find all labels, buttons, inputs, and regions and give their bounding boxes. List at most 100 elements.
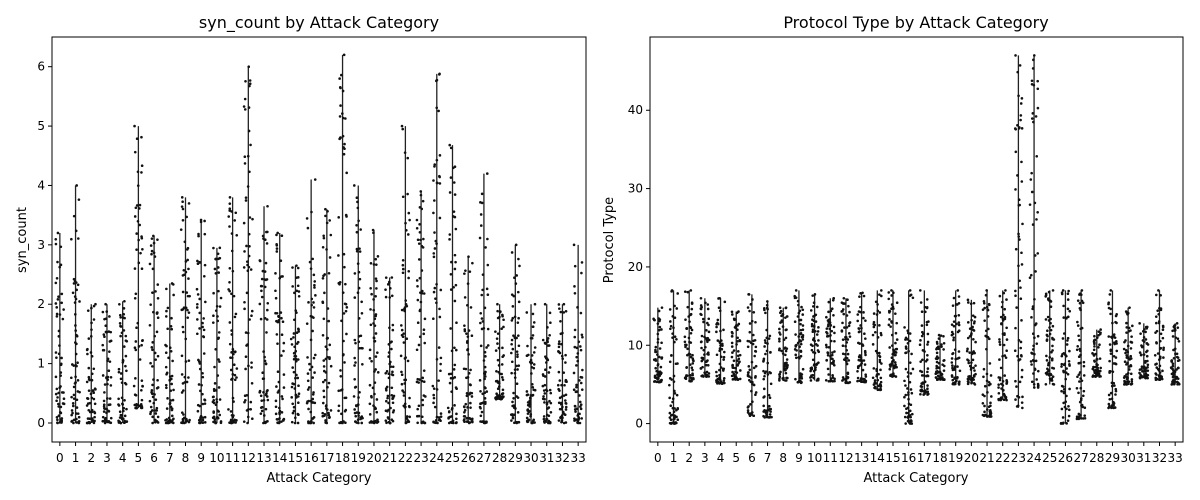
strip-point <box>841 321 844 325</box>
strip-point <box>722 355 726 359</box>
strip-point <box>878 293 881 296</box>
strip-point <box>904 384 907 387</box>
strip-point <box>675 421 678 425</box>
strip-point <box>417 258 421 261</box>
strip-point <box>198 421 201 425</box>
strip-point <box>981 393 985 396</box>
strip-point <box>845 360 848 363</box>
strip-point <box>1141 370 1144 373</box>
strip-point <box>1110 335 1113 339</box>
strip-point <box>294 359 298 363</box>
strip-point <box>168 401 172 405</box>
strip-point <box>233 378 237 382</box>
strip-point <box>856 369 859 373</box>
strip-point <box>564 401 568 405</box>
strip-point <box>1001 319 1005 322</box>
strip-point <box>133 150 137 154</box>
strip-point <box>754 391 758 394</box>
strip-point <box>669 418 673 422</box>
strip-point <box>841 344 845 348</box>
strip-point <box>1177 366 1180 370</box>
strip-point <box>138 404 142 408</box>
strip-point <box>276 342 279 345</box>
strip-point <box>830 353 834 357</box>
strip-point <box>465 341 469 344</box>
strip-point <box>801 338 805 341</box>
strip-point <box>512 404 516 407</box>
strip-point <box>1064 377 1067 381</box>
strip-point <box>230 329 233 332</box>
strip-point <box>1045 339 1049 342</box>
category-strip <box>164 282 175 425</box>
strip-point <box>811 305 815 308</box>
x-tick-label: 2 <box>87 451 95 465</box>
category-strip <box>887 289 899 378</box>
strip-point <box>516 411 520 414</box>
strip-point <box>500 397 503 400</box>
strip-point <box>140 379 144 383</box>
strip-point <box>1021 222 1024 226</box>
strip-point <box>717 297 720 300</box>
strip-point <box>847 332 851 335</box>
strip-point <box>794 353 798 357</box>
strip-point <box>1114 387 1118 391</box>
strip-point <box>468 270 472 273</box>
category-strip <box>289 264 301 425</box>
strip-point <box>919 360 922 363</box>
strip-point <box>529 397 532 400</box>
strip-point <box>275 417 279 421</box>
strip-point <box>1162 356 1165 359</box>
strip-point <box>228 281 231 284</box>
strip-point <box>486 263 490 267</box>
strip-point <box>247 254 251 258</box>
strip-point <box>198 367 202 371</box>
strip-point <box>227 288 230 291</box>
strip-point <box>56 396 59 399</box>
strip-point <box>73 301 77 304</box>
strip-point <box>264 261 268 265</box>
strip-point <box>1030 171 1033 175</box>
strip-point <box>1029 273 1033 277</box>
strip-point <box>722 369 725 372</box>
strip-point <box>371 386 375 390</box>
strip-point <box>274 289 277 293</box>
strip-point <box>1051 382 1055 386</box>
strip-point <box>356 418 360 422</box>
strip-point <box>876 351 879 355</box>
strip-point <box>730 341 734 345</box>
strip-point <box>864 319 867 322</box>
strip-point <box>956 365 959 368</box>
strip-point <box>93 410 96 414</box>
strip-point <box>778 327 781 331</box>
strip-point <box>879 380 883 384</box>
strip-point <box>260 409 264 413</box>
strip-point <box>217 289 220 293</box>
strip-point <box>198 311 202 315</box>
strip-point <box>93 387 97 390</box>
strip-point <box>988 410 992 413</box>
strip-point <box>439 412 443 415</box>
strip-point <box>580 271 583 275</box>
strip-point <box>71 411 74 415</box>
strip-point <box>1115 349 1119 353</box>
strip-point <box>500 376 504 379</box>
strip-point <box>454 348 458 352</box>
strip-point <box>990 395 993 398</box>
strip-point <box>74 324 77 327</box>
strip-point <box>373 317 377 321</box>
strip-point <box>573 405 577 408</box>
strip-point <box>149 412 152 416</box>
strip-point <box>93 419 96 423</box>
strip-point <box>703 371 706 374</box>
strip-point <box>196 293 200 296</box>
strip-point <box>1046 367 1049 371</box>
strip-point <box>1065 407 1068 411</box>
strip-point <box>155 406 159 410</box>
strip-point <box>707 323 710 327</box>
strip-point <box>55 306 59 309</box>
strip-point <box>981 401 985 405</box>
strip-point <box>564 353 567 357</box>
strip-point <box>1044 295 1048 298</box>
strip-point <box>501 388 505 392</box>
strip-point <box>261 234 265 238</box>
